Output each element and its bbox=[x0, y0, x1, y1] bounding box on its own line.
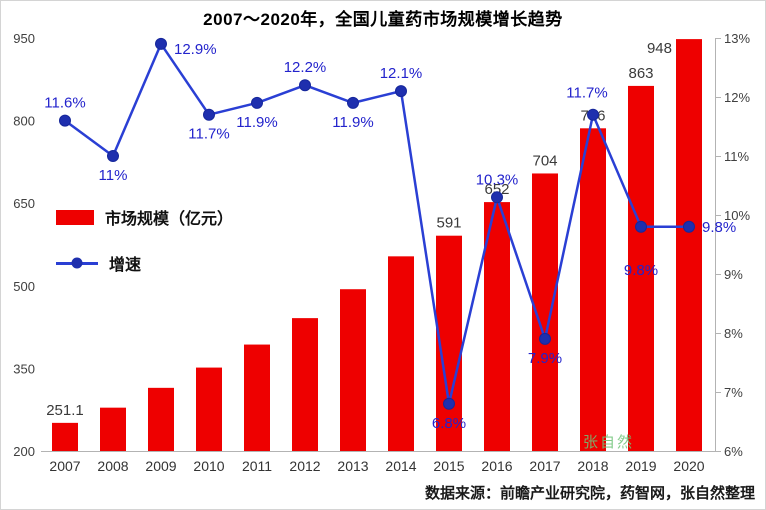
right-axis-tick-label: 7% bbox=[724, 385, 743, 400]
line-marker-2020 bbox=[683, 220, 695, 233]
watermark: 张自然 bbox=[583, 434, 635, 451]
x-axis-year-label: 2013 bbox=[337, 458, 368, 474]
line-marker-2007 bbox=[59, 114, 71, 127]
bar-2011 bbox=[244, 344, 270, 451]
growth-rate-label: 9.8% bbox=[702, 219, 736, 236]
chart-title: 2007～2020年，全国儿童药市场规模增长趋势 bbox=[203, 10, 563, 29]
x-axis-year-label: 2014 bbox=[385, 458, 416, 474]
line-marker-swatch bbox=[71, 257, 83, 269]
line-marker-2015 bbox=[443, 397, 455, 410]
x-axis-year-label: 2010 bbox=[193, 458, 224, 474]
legend-label-growth-rate: 增速 bbox=[109, 257, 142, 274]
x-axis-year-label: 2009 bbox=[145, 458, 176, 474]
growth-rate-label: 12.9% bbox=[174, 41, 217, 58]
x-axis-year-label: 2012 bbox=[289, 458, 320, 474]
bar-value-label: 251.1 bbox=[46, 402, 84, 419]
growth-rate-label: 9.8% bbox=[624, 262, 658, 279]
bar-2009 bbox=[148, 387, 174, 451]
right-axis-tick-label: 11% bbox=[724, 149, 749, 164]
x-axis-year-label: 2011 bbox=[242, 458, 272, 474]
line-marker-2018 bbox=[587, 108, 599, 121]
growth-rate-label: 11.7% bbox=[188, 126, 229, 143]
line-marker-2019 bbox=[635, 220, 647, 233]
line-marker-2008 bbox=[107, 150, 119, 162]
legend-item-market-size: 市场规模（亿元） bbox=[56, 205, 233, 229]
bar-value-label: 591 bbox=[436, 215, 461, 232]
growth-rate-label: 11% bbox=[99, 167, 128, 184]
line-marker-2013 bbox=[347, 96, 359, 109]
x-axis-year-label: 2017 bbox=[529, 458, 560, 474]
source-note: 数据来源：前瞻产业研究院，药智网，张自然整理 bbox=[424, 485, 755, 502]
growth-rate-label: 12.2% bbox=[284, 59, 327, 76]
x-axis-year-label: 2020 bbox=[673, 458, 704, 474]
chart-legend: 市场规模（亿元） 增速 bbox=[56, 205, 233, 275]
bar-value-label: 863 bbox=[628, 65, 653, 82]
bar-2007 bbox=[52, 422, 78, 451]
bar-value-label: 652 bbox=[484, 181, 509, 198]
growth-rate-label: 11.7% bbox=[566, 85, 607, 102]
bar-value-label: 704 bbox=[532, 152, 557, 169]
growth-rate-label: 6.8% bbox=[432, 415, 466, 432]
bar-2020 bbox=[676, 39, 702, 452]
x-axis-year-label: 2019 bbox=[625, 458, 656, 474]
line-marker-2017 bbox=[539, 332, 551, 345]
growth-rate-label: 12.1% bbox=[380, 65, 423, 82]
bar-2019 bbox=[628, 85, 654, 452]
x-axis-year-label: 2018 bbox=[577, 458, 608, 474]
line-marker-2010 bbox=[203, 108, 215, 121]
growth-rate-label: 11.9% bbox=[236, 114, 277, 131]
bar-2010 bbox=[196, 367, 222, 451]
left-axis-tick-label: 200 bbox=[13, 444, 35, 459]
right-axis-tick-label: 8% bbox=[724, 326, 743, 341]
bar-2018 bbox=[580, 128, 606, 451]
right-axis-tick-label: 13% bbox=[724, 31, 750, 46]
x-axis-year-label: 2016 bbox=[481, 458, 512, 474]
right-axis-tick-label: 10% bbox=[724, 208, 750, 223]
legend-item-growth-rate: 增速 bbox=[56, 251, 233, 275]
growth-rate-label: 11.9% bbox=[332, 114, 373, 131]
line-series-swatch bbox=[56, 257, 98, 269]
bar-2013 bbox=[340, 289, 366, 451]
right-axis-tick-label: 12% bbox=[724, 90, 750, 105]
bar-series-swatch bbox=[56, 209, 94, 225]
left-axis-tick-label: 950 bbox=[13, 31, 35, 46]
line-marker-2016 bbox=[491, 191, 503, 204]
right-axis-tick-label: 6% bbox=[724, 444, 743, 459]
x-axis-year-label: 2007 bbox=[49, 458, 80, 474]
bar-value-label: 948 bbox=[647, 40, 672, 57]
line-marker-2011 bbox=[251, 96, 263, 109]
x-axis-year-label: 2015 bbox=[433, 458, 464, 474]
bar-2014 bbox=[388, 256, 414, 451]
line-marker-2009 bbox=[155, 37, 167, 50]
bar-2008 bbox=[100, 407, 126, 451]
growth-rate-line bbox=[63, 42, 691, 406]
left-axis-tick-label: 650 bbox=[13, 196, 35, 211]
left-axis-tick-label: 800 bbox=[13, 114, 35, 129]
right-axis-tick-label: 9% bbox=[724, 267, 743, 282]
growth-rate-label: 11.6% bbox=[44, 95, 85, 112]
growth-rate-label: 7.9% bbox=[528, 350, 562, 367]
x-axis-year-label: 2008 bbox=[97, 458, 128, 474]
bar-2012 bbox=[292, 318, 318, 451]
line-marker-2014 bbox=[395, 85, 407, 98]
left-axis-tick-label: 500 bbox=[13, 279, 35, 294]
legend-label-market-size: 市场规模（亿元） bbox=[105, 211, 234, 228]
line-marker-2012 bbox=[299, 79, 311, 92]
growth-rate-label: 10.3% bbox=[476, 171, 519, 188]
left-axis-tick-label: 350 bbox=[13, 361, 35, 376]
bar-2016 bbox=[484, 202, 510, 451]
